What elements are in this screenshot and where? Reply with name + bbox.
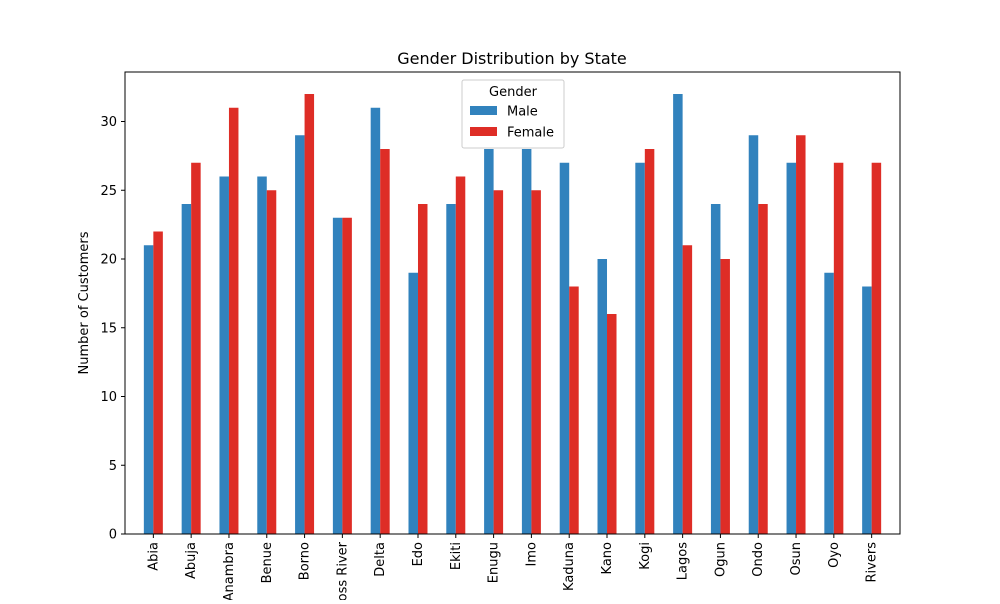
y-tick-label: 10 (100, 390, 117, 405)
y-axis-label: Number of Customers (77, 231, 92, 374)
bar-male-rivers (862, 286, 872, 534)
bar-female-benue (266, 190, 277, 534)
bar-female-enugu (493, 190, 504, 534)
x-tick-label: Abuja (184, 542, 199, 579)
legend-title: Gender (489, 85, 538, 100)
bar-female-lagos (682, 245, 693, 534)
bar-female-rivers (871, 162, 882, 534)
x-tick-label: Kaduna (562, 542, 577, 591)
bar-male-ekiti (446, 204, 456, 534)
bar-male-ogun (710, 204, 721, 534)
bar-male-lagos (673, 94, 683, 534)
bar-male-kano (597, 259, 608, 534)
x-tick-label: Rivers (865, 542, 880, 583)
bar-male-osun (786, 162, 797, 534)
bar-female-delta (380, 149, 390, 534)
y-tick-label: 15 (100, 321, 117, 336)
bar-female-ogun (720, 259, 730, 534)
x-tick-label: Benue (260, 542, 275, 583)
y-tick-label: 0 (109, 528, 117, 543)
x-tick-label: Kano (600, 542, 615, 575)
x-tick-label: Oyo (827, 542, 842, 568)
y-tick-label: 25 (100, 184, 117, 199)
plot-frame (124, 71, 901, 535)
legend-swatch-female (470, 127, 497, 136)
bar-female-kogi (644, 149, 655, 534)
bar-female-abia (153, 231, 163, 534)
x-tick-label: Delta (373, 542, 388, 577)
bar-female-imo (531, 190, 541, 534)
x-tick-label: Ogun (713, 542, 728, 577)
y-tick-label: 30 (100, 115, 117, 130)
bar-female-ekiti (455, 176, 466, 534)
bar-male-enugu (484, 149, 494, 534)
x-tick-label: Edo (411, 542, 426, 566)
ticks-group: Abia Abuja Anambra Benue Borno Cross River Del… (100, 115, 880, 604)
bar-female-cross-river (342, 217, 352, 534)
bar-male-ondo (748, 135, 759, 534)
bar-male-edo (408, 272, 418, 534)
y-tick-label: 5 (109, 459, 117, 474)
x-tick-label: Imo (524, 542, 539, 566)
x-tick-label: Borno (298, 542, 313, 580)
bar-male-cross-river (332, 217, 343, 534)
bar-female-kano (607, 314, 617, 534)
legend-label-female: Female (507, 126, 554, 141)
x-tick-label: Ekiti (449, 542, 464, 570)
bar-female-kaduna (569, 286, 579, 534)
bar-male-delta (370, 107, 381, 534)
bar-female-ondo (758, 204, 768, 534)
x-tick-label: Anambra (222, 542, 237, 600)
bar-female-abuja (191, 162, 201, 534)
bar-male-benue (257, 176, 267, 534)
bar-male-kogi (635, 162, 645, 534)
bar-female-edo (417, 204, 428, 534)
x-tick-label: Ondo (751, 542, 766, 577)
bar-male-abuja (181, 204, 192, 534)
bar-female-borno (304, 94, 315, 534)
bar-male-kaduna (559, 162, 570, 534)
x-tick-label: Abia (146, 542, 161, 571)
x-tick-label: Osun (789, 542, 804, 575)
x-tick-label: Lagos (676, 542, 691, 580)
bar-male-imo (521, 149, 532, 534)
x-tick-label: Enugu (487, 542, 502, 583)
legend-label-male: Male (507, 105, 538, 120)
chart-title: Gender Distribution by State (397, 49, 627, 68)
bar-male-abia (143, 245, 154, 534)
y-tick-label: 20 (100, 253, 117, 268)
legend: Gender Male Female (461, 79, 565, 149)
bar-female-anambra (228, 107, 239, 534)
bars-group (143, 94, 882, 534)
bar-male-borno (295, 135, 305, 534)
bar-female-oyo (833, 162, 844, 534)
bar-male-oyo (824, 272, 834, 534)
x-tick-label: Cross River (335, 541, 350, 600)
bar-female-osun (796, 135, 806, 534)
bar-male-anambra (219, 176, 229, 534)
x-tick-label: Kogi (638, 542, 653, 570)
legend-swatch-male (470, 106, 497, 115)
